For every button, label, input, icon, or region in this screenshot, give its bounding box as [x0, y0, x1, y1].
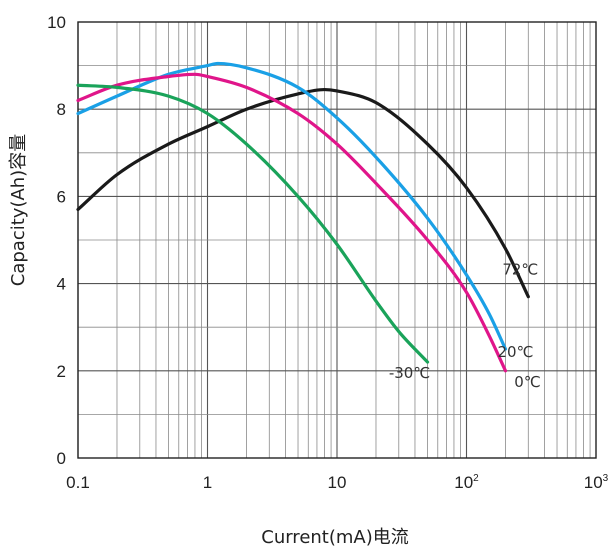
series-line [76, 87, 530, 299]
y-tick-label: 10 [47, 13, 66, 32]
x-tick-label: 1 [203, 473, 212, 492]
series-label: 0℃ [514, 373, 540, 391]
y-tick-label: 4 [57, 275, 66, 294]
y-tick-label: 8 [57, 100, 66, 119]
x-axis-title: Current(mA)电流 [261, 527, 409, 548]
x-tick-label: 103 [584, 473, 608, 492]
y-tick-label: 6 [57, 187, 66, 206]
series-label: -30℃ [389, 364, 430, 382]
x-tick-label: 0.1 [66, 473, 90, 492]
series-labels: 72℃ 20℃ 0℃ -30℃ [389, 261, 541, 391]
y-axis-title: Capacity(Ah)容量 [8, 134, 29, 286]
series-lines [76, 61, 530, 373]
series-line [76, 61, 508, 351]
y-tick-label: 0 [57, 449, 66, 468]
plot-frame [77, 21, 597, 459]
grid [77, 21, 596, 459]
series-label: 20℃ [498, 343, 534, 361]
x-tick-labels: 0.1 1 10 102 103 [66, 473, 608, 492]
x-tick-label: 10 [328, 473, 347, 492]
series-line [76, 83, 430, 364]
x-tick-label: 102 [454, 473, 479, 492]
series-line [76, 72, 508, 373]
y-tick-label: 2 [57, 362, 66, 381]
series-label: 72℃ [502, 261, 538, 279]
y-tick-labels: 0 2 4 6 8 10 [47, 13, 66, 468]
